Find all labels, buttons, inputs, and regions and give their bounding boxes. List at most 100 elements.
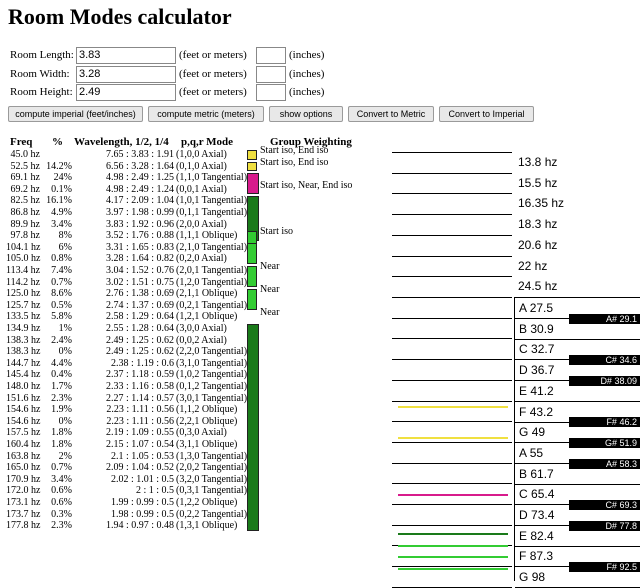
- group-weighting-note: Start iso, Near, End iso: [260, 179, 353, 191]
- group-weighting-bar: [247, 173, 259, 195]
- mode-type: (1,2,0 Tangential): [176, 277, 248, 288]
- room-height-label: Room Height:: [10, 86, 73, 98]
- mode-frequency: 157.5 hz: [6, 427, 41, 438]
- room-height-unit: (feet or meters): [179, 86, 247, 98]
- mode-type: (0,0,1 Axial): [176, 184, 227, 195]
- room-width-inches-input[interactable]: [256, 66, 286, 83]
- black-key: D# 77.8: [569, 520, 640, 531]
- key-frequency: 55: [529, 445, 544, 460]
- mode-type: (0,2,0 Axial): [176, 253, 227, 264]
- mode-percent: 2.3%: [51, 520, 72, 531]
- mode-type: (0,1,0 Axial): [176, 161, 227, 172]
- group-weighting-column-header: Group Weighting: [270, 136, 352, 148]
- mode-percent: 0%: [58, 346, 72, 357]
- mode-frequency: 97.8 hz: [10, 230, 40, 241]
- compute-imperial-button[interactable]: compute imperial (feet/inches): [8, 106, 143, 122]
- convert-to-imperial-button[interactable]: Convert to Imperial: [439, 106, 534, 122]
- mode-wavelength: 2.23 : 1.11 : 0.56: [106, 416, 174, 427]
- mode-wavelength: 2.1 : 1.05 : 0.53: [110, 451, 174, 462]
- mode-type: (1,1,0 Tangential): [176, 172, 248, 183]
- mode-lane: [398, 533, 508, 535]
- group-weighting-bar: [247, 161, 257, 172]
- mode-wavelength: 3.52 : 1.76 : 0.88: [105, 230, 174, 241]
- room-width-input[interactable]: 3.28: [76, 66, 176, 83]
- mode-frequency: 163.8 hz: [6, 451, 41, 462]
- compute-metric-button[interactable]: compute metric (meters): [148, 106, 264, 122]
- show-options-button[interactable]: show options: [269, 106, 343, 122]
- mode-wavelength: 2.55 : 1.28 : 0.64: [105, 323, 174, 334]
- key-frequency: 58.3: [619, 458, 637, 469]
- mode-type: (0,3,0 Axial): [176, 427, 227, 438]
- room-length-unit: (feet or meters): [179, 49, 247, 61]
- key-note: A#: [605, 313, 617, 324]
- mode-percent: 5.8%: [51, 311, 72, 322]
- mode-frequency: 154.6 hz: [6, 404, 41, 415]
- key-note: F#: [606, 562, 617, 573]
- key-frequency: 27.5: [529, 301, 554, 315]
- room-height-inches-input[interactable]: [256, 84, 286, 101]
- key-divider: [392, 401, 512, 402]
- mode-percent: 8.6%: [51, 288, 72, 299]
- frequency-divider: [392, 193, 512, 195]
- key-note: A: [519, 301, 527, 315]
- mode-percent: 8%: [58, 230, 72, 241]
- mode-frequency: 154.6 hz: [6, 416, 41, 427]
- mode-percent: 4.9%: [51, 207, 72, 218]
- group-weighting-bar: [247, 266, 257, 288]
- mode-type: (3,0,1 Tangential): [176, 393, 248, 404]
- mode-wavelength: 7.65 : 3.83 : 1.91: [105, 149, 174, 160]
- mode-frequency: 104.1 hz: [6, 242, 41, 253]
- key-divider: [392, 566, 512, 567]
- mode-type: (2,0,1 Tangential): [176, 265, 248, 276]
- mode-frequency: 173.1 hz: [6, 497, 41, 508]
- mode-percent: 14.2%: [46, 161, 72, 172]
- mode-frequency: 173.7 hz: [6, 509, 41, 520]
- mode-wavelength: 2.74 : 1.37 : 0.69: [105, 300, 174, 311]
- key-frequency: 41.2: [530, 383, 554, 398]
- mode-frequency: 89.9 hz: [10, 219, 40, 230]
- mode-percent: 0.1%: [51, 184, 72, 195]
- group-weighting-note: Near: [260, 307, 280, 319]
- mode-percent: 16.1%: [46, 195, 72, 206]
- mode-wavelength: 4.98 : 2.49 : 1.25: [105, 172, 174, 183]
- black-key: C# 34.6: [569, 355, 640, 366]
- mode-percent: 6%: [58, 242, 72, 253]
- mode-frequency: 165.0 hz: [6, 462, 41, 473]
- key-frequency: 61.7: [530, 466, 554, 481]
- mode-percent: 7.4%: [51, 265, 72, 276]
- room-length-input[interactable]: 3.83: [76, 47, 176, 64]
- mode-frequency: 125.7 hz: [6, 300, 41, 311]
- mode-percent: 0.3%: [51, 509, 72, 520]
- axial-frequency-label: 24.5 hz: [518, 279, 558, 294]
- group-weighting-bar: [247, 324, 259, 531]
- room-height-input[interactable]: 2.49: [76, 84, 176, 101]
- mode-type: (1,3,0 Tangential): [176, 451, 248, 462]
- freq-column-header: Freq: [10, 136, 33, 148]
- mode-wavelength: 3.97 : 1.98 : 0.99: [105, 207, 174, 218]
- convert-to-metric-button[interactable]: Convert to Metric: [348, 106, 434, 122]
- mode-frequency: 69.1 hz: [10, 172, 40, 183]
- key-note: G: [519, 570, 529, 585]
- group-weighting-note: Start iso: [260, 226, 294, 238]
- key-divider: [392, 525, 512, 526]
- black-key: A# 58.3: [569, 458, 640, 469]
- axial-frequency-label: 16.35 hz: [518, 196, 565, 211]
- mode-percent: 0.4%: [51, 369, 72, 380]
- mode-type: (3,2,0 Tangential): [176, 474, 248, 485]
- group-weighting-bar: [247, 242, 257, 264]
- key-frequency: 69.3: [619, 500, 637, 510]
- room-width-label: Room Width:: [10, 68, 70, 80]
- mode-wavelength: 1.99 : 0.99 : 0.5: [110, 497, 174, 508]
- percent-column-header: %: [52, 136, 63, 148]
- mode-percent: 0.5%: [51, 300, 72, 311]
- black-key: C# 69.3: [569, 500, 640, 510]
- room-length-inches-input[interactable]: [256, 47, 286, 64]
- key-frequency: 34.6: [619, 355, 637, 366]
- mode-wavelength: 2.49 : 1.25 : 0.62: [105, 346, 174, 357]
- black-key: A# 29.1: [569, 313, 640, 324]
- mode-type: (1,0,2 Tangential): [176, 369, 248, 380]
- key-note: D: [519, 508, 528, 522]
- mode-lane: [398, 437, 508, 439]
- white-key: B 61.7: [515, 464, 640, 485]
- mode-frequency: 177.8 hz: [6, 520, 41, 531]
